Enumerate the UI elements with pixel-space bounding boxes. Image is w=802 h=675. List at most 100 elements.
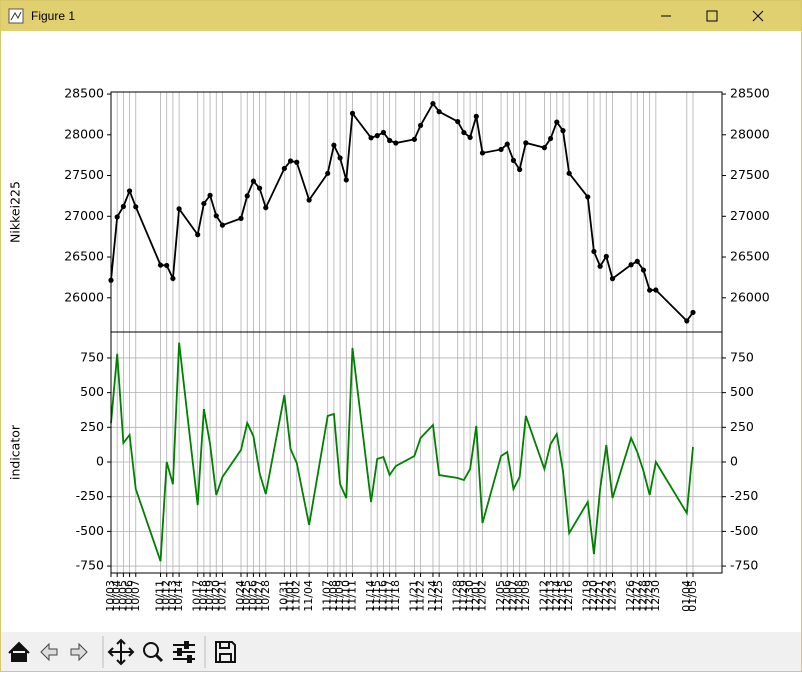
data-point	[591, 248, 597, 255]
x-tick-label: 11/25	[432, 580, 445, 612]
data-point	[653, 287, 659, 293]
x-tick-label: 11/10	[339, 580, 352, 612]
y-tick-label: 26000	[64, 289, 104, 304]
data-point	[213, 213, 219, 219]
y-tick-label: 28500	[64, 86, 104, 101]
data-point	[585, 194, 591, 200]
data-point	[256, 185, 263, 191]
x-tick-label: 12/13	[544, 580, 557, 612]
configure-button[interactable]	[173, 641, 195, 663]
title-bar: Figure 1	[1, 1, 801, 31]
x-tick-label: 10/17	[191, 580, 204, 612]
y-tick-label-right: 26500	[730, 249, 770, 264]
x-tick-label: 11/07	[321, 580, 334, 612]
y-tick-label-right: -500	[730, 523, 758, 538]
data-point	[523, 140, 529, 146]
data-point	[287, 158, 294, 164]
data-point	[566, 170, 572, 176]
data-point	[337, 155, 343, 161]
y-tick-label: 28000	[64, 126, 104, 141]
x-tick-label: 11/17	[383, 580, 396, 612]
x-tick-label: 12/15	[556, 580, 569, 612]
x-tick-label: 12/28	[636, 580, 649, 612]
y-tick-label-right: 27500	[730, 167, 770, 182]
data-point	[461, 129, 467, 136]
x-tick-label: 11/11	[345, 580, 358, 612]
data-point	[349, 110, 356, 116]
x-tick-label: 10/18	[197, 580, 210, 612]
x-tick-label: 11/08	[327, 580, 340, 612]
x-tick-label: 10/27	[253, 580, 266, 612]
data-point	[195, 232, 201, 238]
x-tick-label: 12/22	[599, 580, 612, 612]
data-point	[374, 132, 380, 139]
y-tick-label-right: -250	[730, 488, 758, 503]
data-point	[294, 159, 300, 165]
data-point	[541, 145, 548, 151]
data-point	[238, 215, 244, 221]
data-point	[628, 262, 634, 268]
data-point	[417, 122, 424, 129]
data-point	[609, 276, 616, 282]
axes-frame	[110, 331, 723, 574]
data-point	[597, 263, 603, 269]
x-tick-label: 10/12	[160, 580, 173, 612]
x-tick-label: 11/30	[463, 580, 476, 612]
x-tick-label: 12/01	[469, 580, 482, 612]
data-point	[114, 214, 120, 220]
forward-button[interactable]	[70, 642, 88, 662]
data-point	[133, 204, 139, 210]
y-tick-label: 26500	[64, 249, 104, 264]
x-tick-label: 10/28	[259, 580, 272, 612]
app-icon	[8, 8, 24, 24]
data-point	[250, 178, 257, 184]
x-tick-label: 12/16	[562, 580, 575, 612]
data-point	[479, 150, 486, 156]
x-tick-label: 11/04	[302, 580, 315, 612]
x-tick-label: 12/19	[581, 580, 594, 612]
data-point	[393, 140, 399, 146]
data-point	[510, 157, 517, 163]
data-point	[634, 258, 640, 264]
data-point	[560, 128, 566, 134]
back-button[interactable]	[40, 642, 58, 662]
close[interactable]	[752, 10, 764, 22]
y-tick-label: -250	[76, 488, 104, 503]
y-tick-label-right: 500	[730, 384, 754, 399]
x-tick-label: 12/21	[593, 580, 606, 612]
data-point	[368, 135, 374, 141]
home-button[interactable]	[8, 641, 30, 662]
data-point	[244, 193, 250, 199]
x-tick-label: 10/24	[234, 580, 247, 612]
maximize[interactable]	[706, 10, 718, 22]
x-tick-label: 12/12	[537, 580, 550, 612]
y-tick-label-right: 27000	[730, 208, 770, 223]
data-point	[343, 177, 349, 183]
y-axis-label: indicator	[8, 424, 23, 480]
data-point	[554, 119, 560, 125]
y-tick-label-right: -750	[730, 558, 758, 573]
pan-button[interactable]	[107, 638, 135, 666]
data-point	[157, 262, 164, 268]
data-point	[517, 166, 523, 173]
y-tick-label: 500	[80, 384, 104, 399]
figure: 26000 26000 26500 26500 27000 27000 27500 27500…	[8, 86, 770, 612]
y-tick-label: 250	[80, 419, 104, 434]
y-tick-label: 750	[80, 349, 104, 364]
data-point	[120, 203, 126, 210]
save-button[interactable]	[215, 641, 236, 663]
x-tick-label: 10/19	[203, 580, 216, 612]
x-tick-label: 10/04	[110, 580, 123, 612]
x-tick-label: 12/23	[606, 580, 619, 612]
data-point	[325, 170, 331, 176]
zoom-button[interactable]	[143, 642, 164, 663]
x-tick-label: 01/05	[686, 580, 699, 612]
y-tick-label: -750	[76, 558, 104, 573]
x-tick-label: 10/26	[246, 580, 259, 612]
x-tick-label: 01/04	[680, 580, 693, 612]
data-line	[110, 101, 694, 323]
x-tick-label: 11/24	[426, 580, 439, 612]
x-tick-label: 10/07	[129, 580, 142, 612]
data-line	[110, 342, 694, 562]
